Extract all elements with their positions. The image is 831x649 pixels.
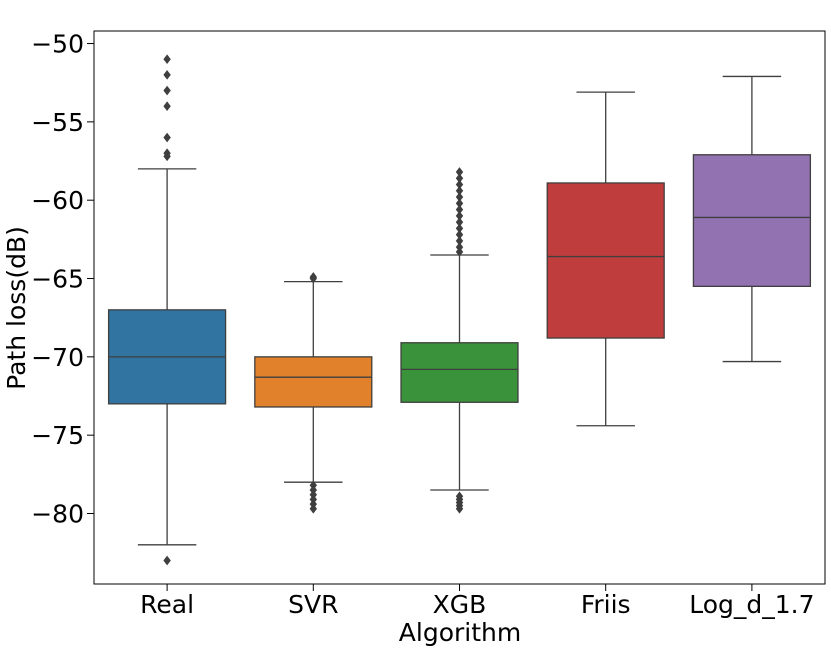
outlier-point — [163, 101, 171, 112]
outlier-point — [163, 85, 171, 96]
outlier-point — [163, 54, 171, 65]
y-axis-label: Path loss(dB) — [2, 226, 31, 390]
plot-area — [107, 54, 812, 566]
x-tick-label: XGB — [433, 590, 487, 619]
y-tick-label: −60 — [31, 186, 84, 215]
y-axis: −50 −55 −60 −65 −70 −75 −80 — [31, 30, 94, 529]
outlier-point — [455, 503, 464, 514]
x-tick-label: Friis — [581, 590, 631, 619]
box-log-d-1-7 — [692, 75, 812, 363]
box-body — [254, 356, 373, 408]
y-tick-label: −75 — [31, 421, 84, 450]
y-tick-label: −70 — [31, 343, 84, 372]
box-svr — [254, 272, 373, 514]
box-xgb — [400, 167, 519, 514]
y-tick-label: −50 — [31, 30, 84, 59]
y-tick-label: −80 — [31, 500, 84, 529]
outlier-point — [163, 70, 171, 80]
outlier-point — [163, 132, 171, 143]
outlier-point — [163, 555, 171, 566]
box-body — [546, 182, 665, 339]
x-axis: Real SVR XGB Friis Log_d_1.7 — [140, 584, 815, 619]
box-body — [400, 342, 519, 403]
x-tick-label: Real — [140, 590, 194, 619]
outlier-point — [455, 247, 464, 257]
y-tick-label: −65 — [31, 265, 84, 294]
outlier-point — [163, 151, 171, 162]
outlier-point — [309, 503, 318, 514]
x-tick-label: SVR — [288, 590, 338, 619]
x-axis-label: Algorithm — [399, 618, 521, 647]
x-tick-label: Log_d_1.7 — [689, 590, 814, 619]
box-friis — [546, 91, 665, 427]
box-body — [692, 154, 812, 288]
box-real — [107, 54, 227, 566]
y-tick-label: −55 — [31, 108, 84, 137]
outlier-point — [309, 273, 318, 284]
